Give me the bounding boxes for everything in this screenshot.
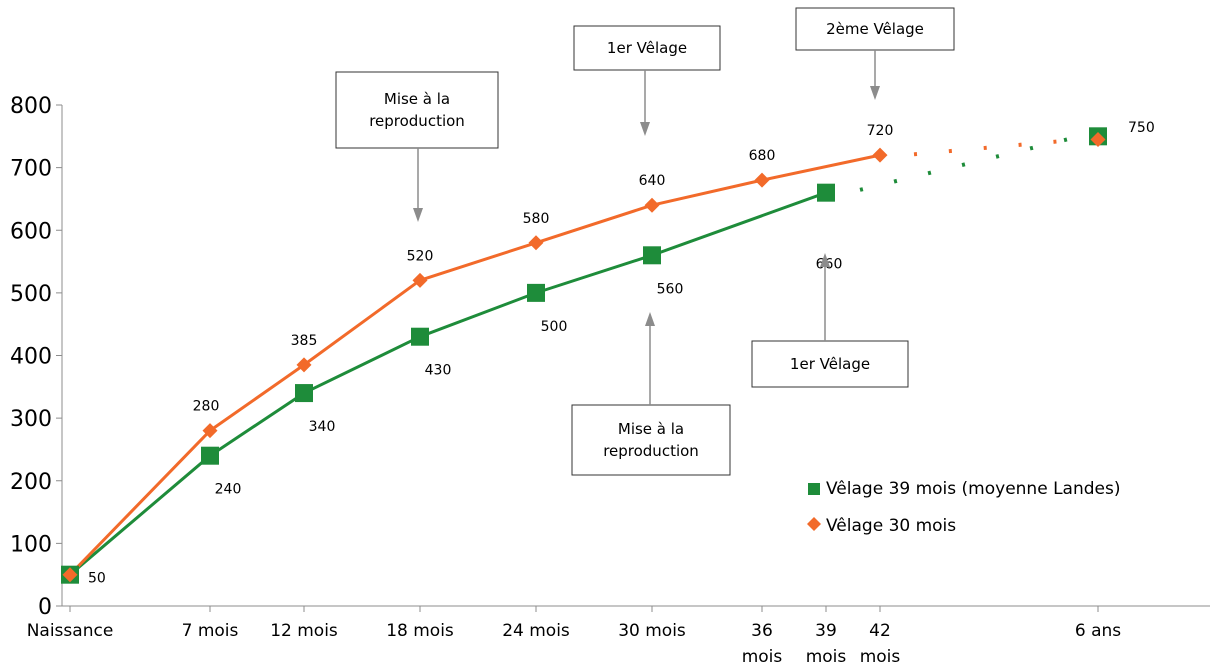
x-tick-label-42m: 42 mois bbox=[860, 621, 901, 667]
annotation-arrow-head bbox=[870, 86, 880, 100]
data-label-velage30-36: 680 bbox=[749, 148, 776, 164]
data-label-velage30-30: 640 bbox=[639, 173, 666, 189]
annotation-velage2-30: 2ème Vêlage bbox=[795, 7, 955, 100]
marker-velage39-39 bbox=[817, 183, 835, 202]
legend-entry-velage30: Vêlage 30 mois bbox=[807, 516, 956, 536]
annotation-box bbox=[335, 71, 499, 149]
y-tick-label: 0 bbox=[38, 595, 52, 620]
legend: Vêlage 39 mois (moyenne Landes) Vêlage 30… bbox=[807, 479, 1120, 536]
x-tick-label-24m: 24 mois bbox=[502, 621, 570, 641]
y-tick-label: 200 bbox=[10, 470, 52, 495]
annotation-arrow-head bbox=[640, 122, 650, 136]
annotation-arrow-head bbox=[820, 253, 830, 267]
legend-label-velage39: Vêlage 39 mois (moyenne Landes) bbox=[826, 479, 1120, 499]
annotation-box bbox=[751, 340, 909, 388]
marker-velage30-0 bbox=[62, 567, 78, 583]
marker-velage39-18 bbox=[411, 327, 429, 346]
y-tick-label: 700 bbox=[10, 157, 52, 182]
data-label-velage39-0: 50 bbox=[88, 571, 106, 587]
data-markers bbox=[61, 127, 1107, 584]
data-label-end: 750 bbox=[1128, 120, 1155, 136]
x-tick-label-7m: 7 mois bbox=[182, 621, 239, 641]
marker-velage30-24 bbox=[528, 235, 544, 251]
x-tick-label-18m: 18 mois bbox=[386, 621, 454, 641]
data-label-velage30-24: 580 bbox=[523, 211, 550, 227]
annotation-box bbox=[573, 25, 721, 71]
annotation-text: 1er Vêlage bbox=[607, 39, 687, 57]
y-tick-label: 400 bbox=[10, 345, 52, 370]
series-line-velage39 bbox=[69, 191, 827, 576]
x-tick-label-naissance: Naissance bbox=[27, 621, 114, 641]
series-line-velage30 bbox=[68, 153, 881, 576]
legend-entry-velage39: Vêlage 39 mois (moyenne Landes) bbox=[808, 479, 1120, 499]
x-tick-label-30m: 30 mois bbox=[618, 621, 686, 641]
projection-velage39 bbox=[859, 134, 1081, 192]
data-label-velage39-24: 500 bbox=[541, 319, 568, 335]
data-label-velage30-12: 385 bbox=[291, 333, 318, 349]
marker-velage39-24 bbox=[527, 283, 545, 302]
data-label-velage39-12: 340 bbox=[309, 419, 336, 435]
x-tick-label-36m: 36 mois bbox=[742, 621, 783, 667]
marker-velage30-12 bbox=[296, 357, 312, 373]
marker-velage30-7 bbox=[202, 423, 218, 439]
data-label-velage30-18: 520 bbox=[407, 248, 434, 264]
marker-velage30-42 bbox=[872, 147, 888, 163]
projection-velage30 bbox=[913, 137, 1081, 157]
x-tick-label-12m: 12 mois bbox=[270, 621, 338, 641]
data-labels: 2803855205806406807205024034043050056066… bbox=[88, 120, 1155, 587]
marker-velage30-end bbox=[1090, 131, 1106, 147]
marker-velage39-7 bbox=[201, 446, 219, 465]
marker-velage39-12 bbox=[295, 384, 313, 403]
data-label-velage30-42: 720 bbox=[867, 123, 894, 139]
annotation-text: Mise à la reproduction bbox=[369, 90, 465, 130]
y-tick-label: 800 bbox=[10, 94, 52, 119]
annotation-arrow-head bbox=[413, 208, 423, 222]
annotation-velage1-39: 1er Vêlage bbox=[751, 253, 909, 388]
legend-swatch-square bbox=[808, 483, 820, 495]
y-tick-label: 600 bbox=[10, 219, 52, 244]
x-tick-label-39m: 39 mois bbox=[806, 621, 847, 667]
annotation-arrow-head bbox=[645, 312, 655, 326]
annotations: Mise à la reproduction 1er Vêlage 2ème Vêla… bbox=[335, 7, 955, 476]
legend-label-velage30: Vêlage 30 mois bbox=[826, 516, 956, 536]
legend-swatch-diamond bbox=[807, 517, 821, 531]
annotation-mise-repro-39: Mise à la reproduction bbox=[571, 312, 731, 476]
data-label-velage30-7: 280 bbox=[193, 399, 220, 415]
annotation-velage1-30: 1er Vêlage bbox=[573, 25, 721, 136]
y-tick-label: 300 bbox=[10, 407, 52, 432]
marker-velage39-30 bbox=[643, 246, 661, 265]
annotation-box bbox=[795, 7, 955, 51]
annotation-mise-repro-30: Mise à la reproduction bbox=[335, 71, 499, 222]
annotation-text: Mise à la reproduction bbox=[603, 420, 699, 460]
y-tick-label: 500 bbox=[10, 282, 52, 307]
marker-velage30-36 bbox=[754, 172, 770, 188]
data-label-velage39-7: 240 bbox=[215, 482, 242, 498]
annotation-box bbox=[571, 404, 731, 476]
x-tick-label-6ans: 6 ans bbox=[1075, 621, 1121, 641]
marker-velage30-18 bbox=[412, 272, 428, 288]
data-label-velage39-30: 560 bbox=[657, 281, 684, 297]
marker-velage30-30 bbox=[644, 197, 660, 213]
y-tick-label: 100 bbox=[10, 532, 52, 557]
data-label-velage39-18: 430 bbox=[425, 363, 452, 379]
projection-lines bbox=[859, 134, 1081, 192]
annotation-text: 1er Vêlage bbox=[790, 355, 870, 373]
axes: 0 100 200 300 400 500 600 700 800 Naissance 7 mois… bbox=[10, 94, 1210, 667]
annotation-text: 2ème Vêlage bbox=[826, 20, 924, 38]
